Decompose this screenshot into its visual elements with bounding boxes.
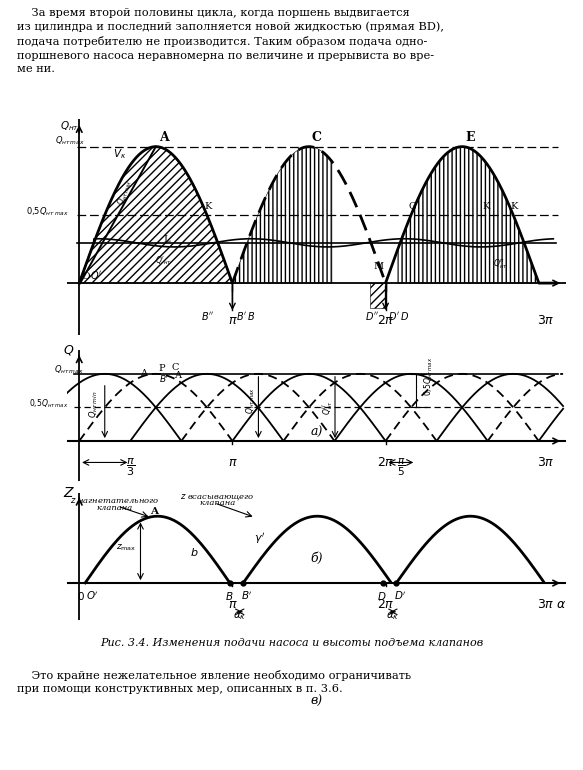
Text: $\alpha$: $\alpha$ (556, 598, 566, 611)
Text: G: G (409, 203, 416, 212)
Text: $\pi$: $\pi$ (227, 314, 237, 327)
Text: O: O (81, 272, 90, 281)
Text: E: E (465, 131, 475, 144)
Text: $D'$: $D'$ (394, 589, 406, 602)
Text: $3\pi$: $3\pi$ (537, 598, 555, 611)
Text: Рис. 3.4. Изменения подачи насоса и высоты подъема клапанов: Рис. 3.4. Изменения подачи насоса и высо… (100, 638, 483, 648)
Text: $D'$: $D'$ (388, 310, 401, 322)
Text: M: M (373, 263, 384, 272)
Text: $\alpha_{\kappa}$: $\alpha_{\kappa}$ (386, 610, 399, 621)
Text: $3\pi$: $3\pi$ (537, 457, 555, 470)
Text: $\pi$: $\pi$ (227, 457, 237, 470)
Text: Это крайне нежелательное явление необходимо ограничивать
при помощи конструктивн: Это крайне нежелательное явление необход… (17, 670, 412, 695)
Text: $0{,}5Q_{\mathit{нт\,max}}$: $0{,}5Q_{\mathit{нт\,max}}$ (422, 357, 434, 396)
Text: $\pi$: $\pi$ (227, 598, 237, 611)
Text: A: A (159, 131, 168, 144)
Text: $O'$: $O'$ (90, 269, 102, 281)
Text: $z_{\max}$: $z_{\max}$ (115, 543, 136, 553)
Text: $0{,}5Q_{\mathit{нт\,max}}$: $0{,}5Q_{\mathit{нт\,max}}$ (26, 206, 69, 219)
Text: $2\pi$: $2\pi$ (377, 598, 394, 611)
Text: K: K (205, 203, 212, 212)
Text: K: K (482, 203, 490, 212)
Text: C: C (312, 131, 322, 144)
Text: $Z$: $Z$ (64, 487, 76, 500)
Text: $\gamma'$: $\gamma'$ (254, 531, 265, 546)
Text: $\alpha_{\kappa}$: $\alpha_{\kappa}$ (233, 610, 246, 621)
Text: клапана: клапана (199, 499, 235, 507)
Text: За время второй половины цикла, когда поршень выдвигается
из цилиндра и последни: За время второй половины цикла, когда по… (17, 8, 444, 75)
Text: $B'$: $B'$ (159, 373, 170, 384)
Text: $O'$: $O'$ (86, 589, 99, 602)
Text: $0$: $0$ (78, 590, 85, 602)
Text: A: A (141, 369, 147, 378)
Text: $B''$: $B''$ (201, 310, 215, 322)
Text: $V_{\kappa}$: $V_{\kappa}$ (113, 148, 127, 162)
Text: $Q'_{\mathit{нт}}$: $Q'_{\mathit{нт}}$ (155, 255, 172, 267)
Text: $B$: $B$ (224, 590, 233, 602)
Text: $0{,}5Q_{\mathit{нт\,max}}$: $0{,}5Q_{\mathit{нт\,max}}$ (29, 397, 69, 410)
Text: $Q^{\mathit{\pi}}_{\mathit{нт}}$: $Q^{\mathit{\pi}}_{\mathit{нт}}$ (493, 258, 508, 271)
Text: L: L (163, 235, 170, 244)
Text: $2\pi$: $2\pi$ (377, 457, 394, 470)
Text: $\dfrac{\pi}{3}$: $\dfrac{\pi}{3}$ (126, 457, 135, 477)
Text: $Q_{\mathit{нт\,max}}$: $Q_{\mathit{нт\,max}}$ (54, 363, 83, 376)
Text: $z$ нагнетательного: $z$ нагнетательного (70, 496, 159, 505)
Text: $Q^{\mathit{II}}_{\mathit{нт}}$: $Q^{\mathit{II}}_{\mathit{нт}}$ (320, 400, 335, 415)
Text: A: A (174, 371, 181, 380)
Text: $2\pi$: $2\pi$ (377, 314, 394, 327)
Text: в): в) (310, 695, 322, 708)
Text: $B$: $B$ (247, 310, 255, 322)
Text: клапана: клапана (96, 504, 132, 511)
Text: $D$: $D$ (399, 310, 409, 322)
Text: $D''$: $D''$ (365, 310, 379, 322)
Text: $Q_{\mathit{нт\,max}}$: $Q_{\mathit{нт\,max}}$ (115, 178, 135, 207)
Text: $B'$: $B'$ (241, 589, 253, 602)
Text: а): а) (310, 427, 322, 439)
Text: $\dfrac{\pi}{5}$: $\dfrac{\pi}{5}$ (396, 457, 405, 477)
Text: $Q_{\mathit{нт\,min}}$: $Q_{\mathit{нт\,min}}$ (88, 390, 100, 417)
Text: $Q_{\mathit{нт}}$: $Q_{\mathit{нт}}$ (60, 119, 79, 132)
Text: $B'$: $B'$ (236, 310, 247, 322)
Text: б): б) (310, 552, 322, 565)
Text: A: A (150, 507, 157, 516)
Text: $z$ всасывающего: $z$ всасывающего (180, 492, 254, 501)
Text: $Q_{\mathit{нт\,max}}$: $Q_{\mathit{нт\,max}}$ (245, 387, 257, 414)
Text: P: P (159, 364, 166, 373)
Text: $3\pi$: $3\pi$ (537, 314, 555, 327)
Text: $b$: $b$ (190, 547, 198, 558)
Text: $Q$: $Q$ (63, 343, 74, 357)
Text: K: K (511, 203, 518, 212)
Text: C: C (171, 363, 178, 372)
Text: $Q_{\mathit{нт\,max}}$: $Q_{\mathit{нт\,max}}$ (55, 135, 85, 147)
Text: $D$: $D$ (377, 590, 387, 602)
